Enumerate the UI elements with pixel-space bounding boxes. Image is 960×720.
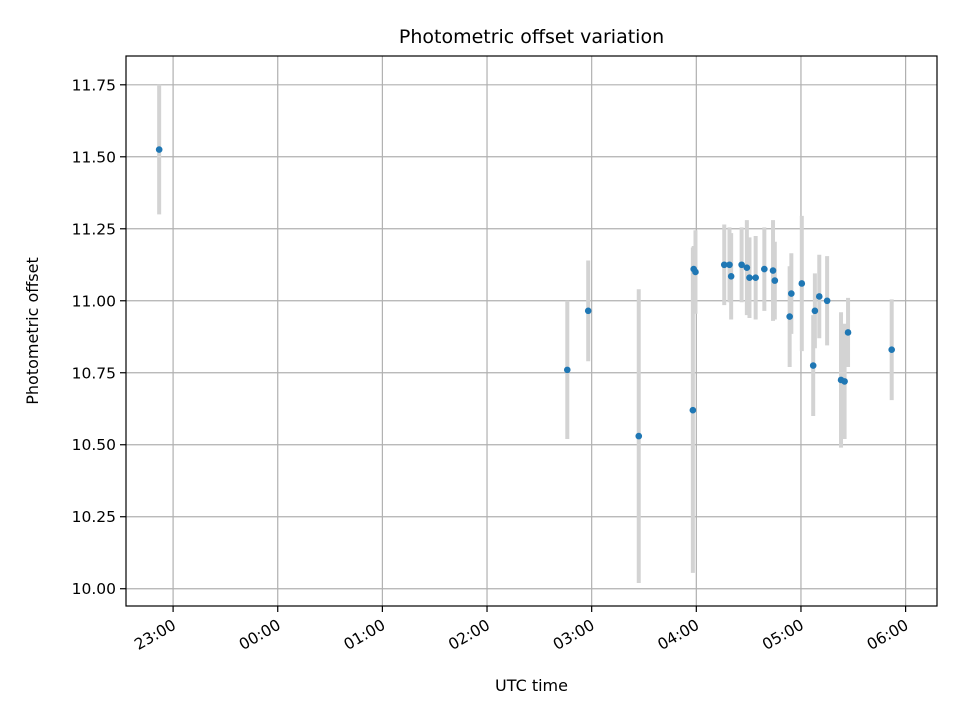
x-tick-label: 04:00 [655, 616, 703, 654]
x-tick-label: 01:00 [341, 616, 389, 654]
data-point [584, 307, 592, 315]
x-tick-label: 03:00 [550, 616, 598, 654]
data-point [743, 264, 751, 271]
y-tick-label: 11.25 [72, 220, 116, 238]
data-point [726, 261, 733, 269]
data-point [746, 274, 753, 282]
y-axis-label: Photometric offset [23, 257, 42, 405]
data-point [738, 261, 745, 269]
data-point [563, 366, 571, 374]
data-point [841, 378, 848, 385]
data-point [815, 293, 823, 300]
data-point [752, 274, 759, 282]
data-point [761, 265, 768, 273]
data-point [689, 406, 697, 414]
data-point [809, 362, 817, 369]
x-tick-label: 06:00 [864, 616, 912, 654]
y-tick-label: 11.75 [72, 76, 116, 94]
x-axis-ticks: 23:00 00:00 01:00 02:00 03:00 04:00 05:00 06:00 [131, 606, 912, 654]
x-axis-label: UTC time [495, 676, 568, 695]
y-axis-ticks: 10.00 10.25 10.50 10.75 11.00 11.25 11.50 11.75 [72, 76, 126, 598]
data-point [720, 261, 728, 269]
x-tick-label: 00:00 [236, 616, 284, 654]
data-point [727, 272, 735, 280]
data-point [823, 297, 831, 305]
x-tick-label: 23:00 [131, 616, 179, 654]
data-point [786, 313, 793, 320]
plot-area-frame [125, 55, 938, 607]
data-point [811, 307, 819, 315]
data-points [155, 146, 895, 440]
error-bars [157, 84, 894, 583]
data-point [692, 268, 699, 276]
data-point [769, 267, 777, 274]
data-point [888, 346, 895, 354]
y-tick-label: 10.00 [72, 580, 116, 598]
y-tick-label: 10.50 [72, 436, 116, 454]
data-point [635, 432, 643, 440]
data-point [798, 280, 806, 287]
x-tick-label: 02:00 [445, 616, 493, 654]
data-point [788, 290, 795, 297]
y-tick-label: 11.00 [72, 292, 116, 310]
y-tick-label: 11.50 [72, 148, 116, 166]
data-point [771, 277, 779, 284]
y-tick-label: 10.25 [72, 508, 116, 526]
data-point [155, 146, 163, 153]
chart-title: Photometric offset variation [399, 26, 664, 48]
y-tick-label: 10.75 [72, 364, 116, 382]
x-tick-label: 05:00 [759, 616, 807, 654]
data-point [844, 329, 852, 336]
